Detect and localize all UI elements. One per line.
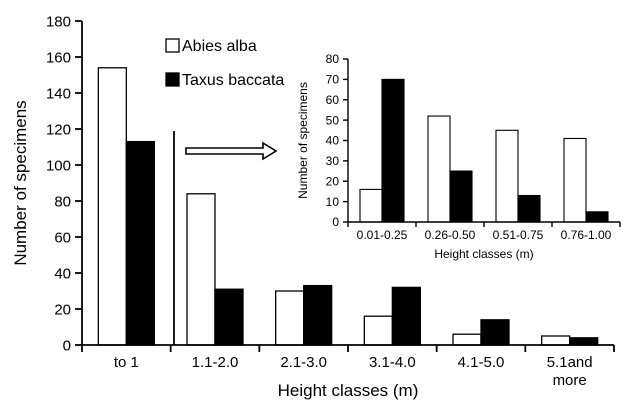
inset-chart: 0 10 20 30 40 50 60 70 80 0.01-0.25 0.26-0.50 0.51… bbox=[296, 52, 621, 261]
inset-y-tick-label: 10 bbox=[326, 195, 340, 209]
inset-bar-abies-alba-0-51-0-75 bbox=[495, 129, 519, 223]
inset-bar-taxus-baccata-0-26-0-50 bbox=[449, 170, 473, 223]
inset-y-tick-label: 20 bbox=[326, 174, 340, 188]
main-y-tick-label: 140 bbox=[46, 85, 71, 102]
inset-y-tick-label: 70 bbox=[326, 73, 340, 87]
main-bar-taxus-baccata-to-1 bbox=[125, 140, 155, 346]
main-y-tick-label: 160 bbox=[46, 49, 71, 66]
main-y-ticks: 0 20 40 60 80 100 120 140 160 180 bbox=[46, 13, 82, 354]
inset-x-tick-label: 0.51-0.75 bbox=[493, 228, 544, 242]
main-x-tick-label: 4.1-5.0 bbox=[458, 354, 505, 371]
inset-bars bbox=[359, 78, 609, 223]
inset-y-tick-label: 40 bbox=[326, 134, 340, 148]
main-y-tick-label: 100 bbox=[46, 157, 71, 174]
inset-y-ticks: 0 10 20 30 40 50 60 70 80 bbox=[326, 52, 348, 229]
callout-arrow bbox=[173, 131, 278, 345]
main-bar-taxus-baccata-5-1and-more bbox=[569, 337, 599, 346]
inset-y-tick-label: 0 bbox=[332, 215, 339, 229]
main-y-axis-title: Number of specimens bbox=[11, 100, 30, 265]
inset-bar-taxus-baccata-0-51-0-75 bbox=[517, 194, 541, 223]
legend-label-abies-alba: Abies alba bbox=[182, 38, 257, 55]
main-y-tick-label: 0 bbox=[63, 337, 71, 354]
inset-bar-abies-alba-0-01-0-25 bbox=[359, 188, 383, 223]
legend: Abies alba Taxus baccata bbox=[165, 38, 284, 89]
main-bar-taxus-baccata-1-1-2-0 bbox=[214, 288, 244, 346]
inset-bar-taxus-baccata-0-76-1-00 bbox=[585, 211, 609, 223]
inset-x-tick-label: 0.26-0.50 bbox=[425, 228, 476, 242]
callout-arrow-shape bbox=[185, 141, 278, 161]
main-y-tick-label: 80 bbox=[54, 193, 71, 210]
inset-bar-abies-alba-0-26-0-50 bbox=[427, 115, 451, 223]
main-y-tick-label: 40 bbox=[54, 265, 71, 282]
main-y-tick-label: 120 bbox=[46, 121, 71, 138]
inset-y-tick-label: 30 bbox=[326, 154, 340, 168]
main-x-tick-label: 3.1-4.0 bbox=[369, 354, 416, 371]
main-bar-abies-alba-4-1-5-0 bbox=[452, 333, 482, 346]
main-bars bbox=[97, 67, 599, 346]
legend-swatch-taxus-baccata bbox=[165, 72, 180, 87]
inset-y-tick-label: 50 bbox=[326, 113, 340, 127]
main-bar-abies-alba-to-1 bbox=[97, 67, 127, 346]
main-bar-abies-alba-1-1-2-0 bbox=[186, 193, 216, 346]
inset-y-tick-label: 60 bbox=[326, 93, 340, 107]
main-y-tick-label: 60 bbox=[54, 229, 71, 246]
main-x-tick-label: more bbox=[553, 372, 587, 389]
inset-x-ticks: 0.01-0.25 0.26-0.50 0.51-0.75 0.76-1.00 bbox=[347, 222, 621, 242]
main-x-tick-label: 1.1-2.0 bbox=[192, 354, 239, 371]
main-y-tick-label: 20 bbox=[54, 301, 71, 318]
main-x-axis-title: Height classes (m) bbox=[278, 381, 419, 400]
main-bar-abies-alba-3-1-4-0 bbox=[363, 315, 393, 346]
main-bar-taxus-baccata-3-1-4-0 bbox=[391, 286, 421, 346]
inset-x-tick-label: 0.01-0.25 bbox=[357, 228, 408, 242]
main-x-tick-label: 5.1and bbox=[547, 354, 593, 371]
main-x-tick-label: to 1 bbox=[114, 354, 139, 371]
main-bar-taxus-baccata-4-1-5-0 bbox=[480, 319, 510, 346]
inset-x-axis-title: Height classes (m) bbox=[434, 247, 533, 261]
inset-y-axis-title: Number of specimens bbox=[296, 82, 310, 199]
inset-bar-taxus-baccata-0-01-0-25 bbox=[381, 78, 405, 223]
main-y-tick-label: 180 bbox=[46, 13, 71, 30]
main-bar-abies-alba-5-1and-more bbox=[541, 335, 571, 346]
inset-y-tick-label: 80 bbox=[326, 52, 340, 66]
legend-swatch-abies-alba bbox=[165, 38, 180, 53]
inset-bar-abies-alba-0-76-1-00 bbox=[563, 137, 587, 223]
inset-x-tick-label: 0.76-1.00 bbox=[561, 228, 612, 242]
main-bar-taxus-baccata-2-1-3-0 bbox=[303, 284, 333, 346]
main-x-tick-label: 2.1-3.0 bbox=[280, 354, 327, 371]
legend-label-taxus-baccata: Taxus baccata bbox=[182, 72, 284, 89]
main-bar-abies-alba-2-1-3-0 bbox=[275, 290, 305, 346]
main-x-ticks: to 1 1.1-2.0 2.1-3.0 3.1-4.0 4.1-5.0 5.1andmo… bbox=[81, 345, 615, 389]
